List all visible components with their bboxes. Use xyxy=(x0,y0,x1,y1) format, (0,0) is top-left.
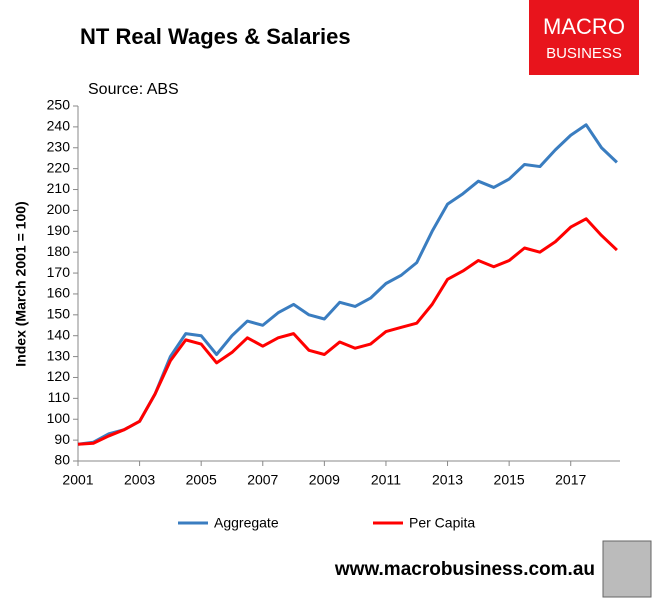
x-tick-label: 2015 xyxy=(494,472,525,488)
x-tick-label: 2013 xyxy=(432,472,463,488)
footer: www.macrobusiness.com.au xyxy=(334,559,595,580)
legend-label: Per Capita xyxy=(409,515,475,531)
y-tick-label: 200 xyxy=(47,201,71,217)
y-tick-label: 100 xyxy=(47,410,71,426)
logo-text: MACRO xyxy=(543,14,625,39)
legend-label: Aggregate xyxy=(214,515,279,531)
series-line xyxy=(77,123,618,446)
x-tick-label: 2017 xyxy=(555,472,586,488)
y-tick-label: 110 xyxy=(48,389,71,405)
y-tick-label: 130 xyxy=(47,347,71,363)
y-tick-label: 180 xyxy=(47,243,71,259)
x-tick-label: 2003 xyxy=(124,472,155,488)
y-tick-label: 80 xyxy=(54,452,70,468)
wolf-icon xyxy=(602,540,652,598)
x-tick-label: 2005 xyxy=(186,472,217,488)
y-tick-label: 210 xyxy=(47,180,71,196)
chart-title: NT Real Wages & Salaries xyxy=(80,24,351,49)
y-tick-label: 150 xyxy=(47,306,71,322)
logo-text: BUSINESS xyxy=(546,45,622,62)
x-tick-label: 2009 xyxy=(309,472,340,488)
y-axis-label: Index (March 2001 = 100) xyxy=(13,201,29,366)
x-tick-label: 2007 xyxy=(247,472,278,488)
logo-box xyxy=(529,0,639,75)
y-tick-label: 90 xyxy=(54,431,70,447)
x-tick-label: 2011 xyxy=(371,472,401,488)
y-tick-label: 250 xyxy=(47,97,71,113)
y-tick-label: 120 xyxy=(47,368,71,384)
y-tick-label: 170 xyxy=(47,264,71,280)
chart-subtitle: Source: ABS xyxy=(88,81,179,98)
y-tick-label: 220 xyxy=(47,159,71,175)
y-tick-label: 190 xyxy=(47,222,71,238)
y-tick-label: 230 xyxy=(47,138,71,154)
x-tick-label: 2001 xyxy=(62,472,93,488)
y-tick-label: 240 xyxy=(47,118,71,134)
y-tick-label: 140 xyxy=(47,326,71,342)
series-line xyxy=(77,217,618,446)
y-tick-label: 160 xyxy=(47,285,71,301)
